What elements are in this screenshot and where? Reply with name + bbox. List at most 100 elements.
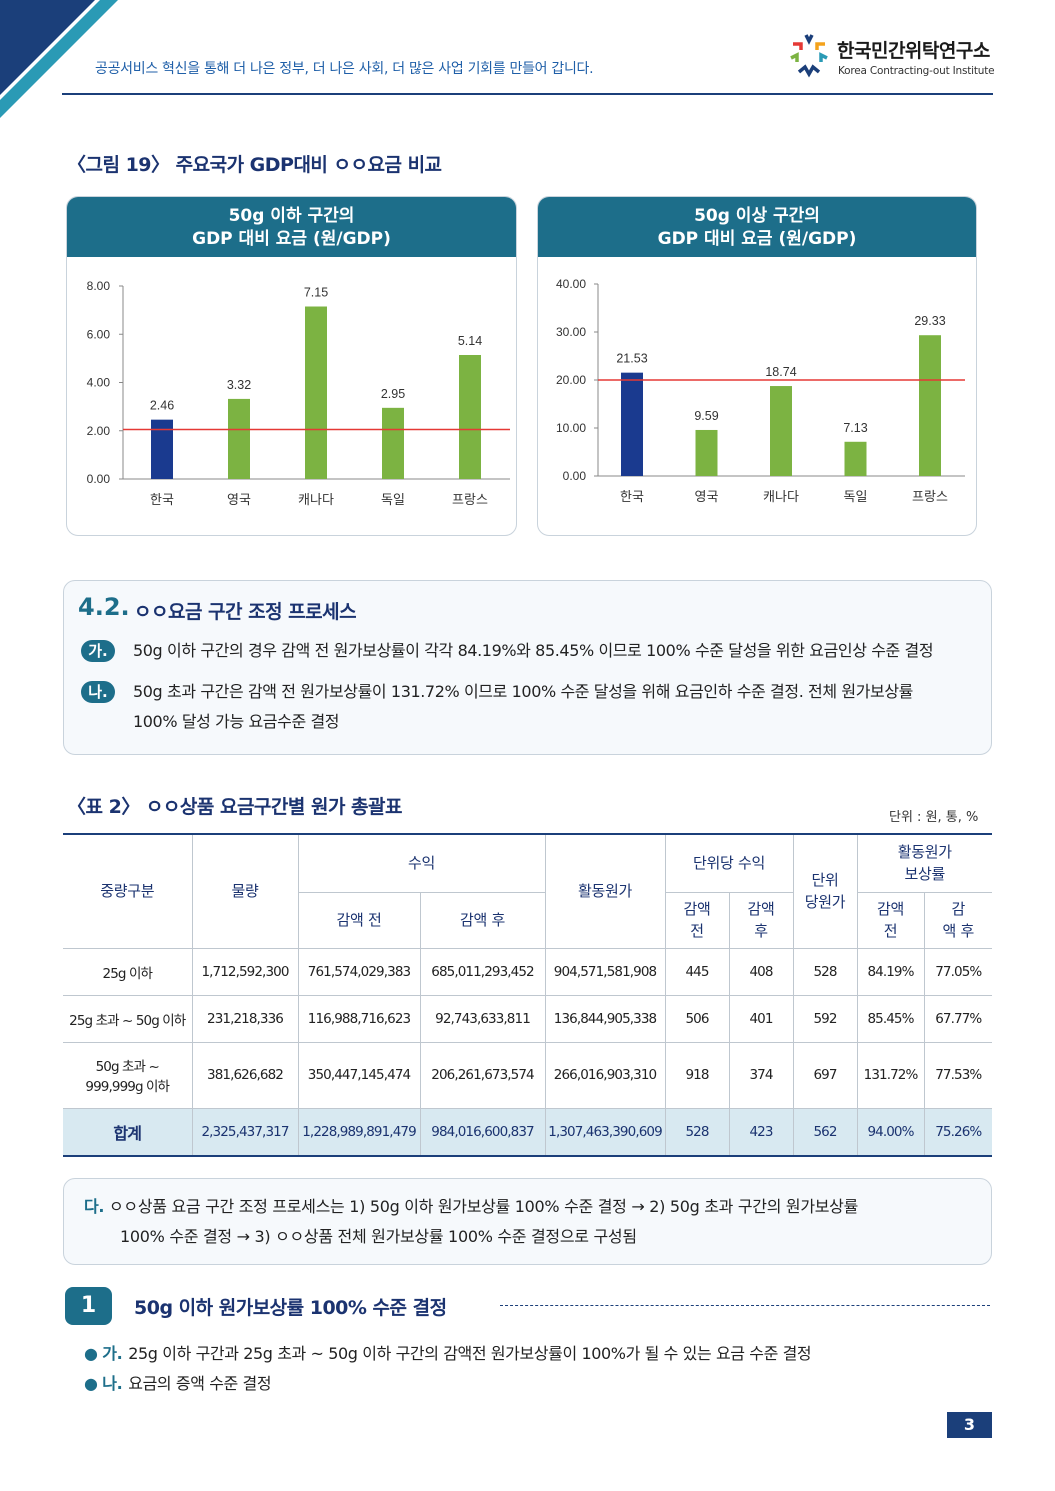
table-unit: 단위 : 원, 통, % <box>889 810 979 825</box>
cell-ur-after: 401 <box>728 994 794 1043</box>
y-tick-label: 40.00 <box>556 277 586 291</box>
cell-rev-before: 761,574,029,383 <box>297 947 421 996</box>
data-label: 3.32 <box>227 378 251 392</box>
bullet-mark: 나. <box>102 1374 123 1393</box>
cell-rev-after: 92,743,633,811 <box>419 994 546 1043</box>
y-tick-label: 30.00 <box>556 325 586 339</box>
cell-ur-before: 445 <box>664 947 730 996</box>
cell-volume: 231,218,336 <box>191 994 299 1043</box>
cell-volume: 1,712,592,300 <box>191 947 299 996</box>
total-ur-after: 423 <box>728 1107 794 1157</box>
bar <box>459 354 481 479</box>
chart-header: 50g 이상 구간의 GDP 대비 요금 (원/GDP) <box>538 197 976 257</box>
chart-title-line2: GDP 대비 요금 (원/GDP) <box>192 229 391 249</box>
chart-header: 50g 이하 구간의 GDP 대비 요금 (원/GDP) <box>67 197 516 257</box>
data-label: 5.14 <box>458 334 482 348</box>
header-rev-before: 감액 전 <box>297 891 421 949</box>
chart-title-line1: 50g 이하 구간의 <box>228 206 355 226</box>
header-ur-before-line1: 감액 <box>683 900 711 918</box>
header-ra-before-line1: 감액 <box>877 900 905 918</box>
bar <box>695 429 718 476</box>
bullet-text: 25g 이하 구간과 25g 초과 ~ 50g 이하 구간의 감액전 원가보상률… <box>128 1344 812 1363</box>
header-revenue: 수익 <box>297 833 546 893</box>
x-tick-label: 프랑스 <box>452 493 488 508</box>
header-unit-cost-line1: 단위 <box>811 871 839 890</box>
cell-ra-before: 131.72% <box>856 1041 925 1109</box>
note-lead: 다. <box>84 1197 105 1216</box>
note-text: 다. ㅇㅇ상품 요금 구간 조정 프로세스는 1) 50g 이하 원가보상률 1… <box>84 1192 974 1252</box>
x-tick-label: 영국 <box>227 493 251 508</box>
logo-name: 한국민간위탁연구소 <box>837 40 990 62</box>
header-cost-recovery: 활동원가 보상률 <box>856 833 993 893</box>
section1-dashed-rule <box>500 1305 990 1306</box>
total-rev-after: 984,016,600,837 <box>419 1107 546 1157</box>
item-text-na-line1: 50g 초과 구간은 감액 전 원가보상률이 131.72% 이므로 100% … <box>133 682 913 701</box>
x-tick-label: 캐나다 <box>763 490 799 505</box>
note-line2: 100% 수준 결정 → 3) ㅇㅇ상품 전체 원가보상률 100% 수준 결정… <box>120 1227 637 1246</box>
header-ur-after-line2: 후 <box>754 922 768 940</box>
cell-rev-after: 206,261,673,574 <box>419 1041 546 1109</box>
header-unit-revenue: 단위당 수익 <box>664 833 794 893</box>
cell-ur-after: 408 <box>728 947 794 996</box>
bullet-mark: 가. <box>102 1344 123 1363</box>
header-ra-before-line2: 전 <box>883 922 898 940</box>
cell-ra-after: 67.77% <box>923 994 993 1043</box>
cell-ra-before: 84.19% <box>856 947 925 996</box>
y-tick-label: 2.00 <box>87 424 111 438</box>
total-cost: 1,307,463,390,609 <box>544 1107 666 1157</box>
table-row: 25g 이하 1,712,592,300 761,574,029,383 685… <box>63 947 993 996</box>
y-tick-label: 6.00 <box>87 327 111 341</box>
y-tick-label: 8.00 <box>87 279 111 293</box>
row-label: 50g 초과 ~ 999,999g 이하 <box>63 1041 193 1109</box>
data-label: 7.15 <box>304 286 328 300</box>
row-label: 25g 초과 ~ 50g 이하 <box>63 994 193 1043</box>
page-number: 3 <box>947 1412 992 1438</box>
cell-ra-after: 77.53% <box>923 1041 993 1109</box>
bar <box>382 407 404 479</box>
table-row: 50g 초과 ~ 999,999g 이하 381,626,682 350,447… <box>63 1041 993 1109</box>
x-tick-label: 독일 <box>381 493 405 508</box>
header-ra-after: 감 액 후 <box>923 891 993 949</box>
section-title: ㅇㅇ요금 구간 조정 프로세스 <box>134 601 357 623</box>
header-divider <box>62 93 993 95</box>
cost-summary-table: 중량구분 물량 수익 활동원가 단위당 수익 단위 당원가 활동원가 보상률 감… <box>63 833 993 1157</box>
header-tagline: 공공서비스 혁신을 통해 더 나은 정부, 더 나은 사회, 더 많은 사업 기… <box>95 61 594 77</box>
header-ur-after-line1: 감액 <box>747 900 775 918</box>
item-badge-ga: 가. <box>81 640 115 662</box>
logo-mark-icon <box>790 34 828 78</box>
bar <box>844 441 867 476</box>
cell-cost: 266,016,903,310 <box>544 1041 666 1109</box>
cell-rev-after: 685,011,293,452 <box>419 947 546 996</box>
bullet-item: ● 가. 25g 이하 구간과 25g 초과 ~ 50g 이하 구간의 감액전 원… <box>84 1340 812 1364</box>
institute-logo: 한국민간위탁연구소 Korea Contracting-out Institut… <box>785 32 1000 82</box>
bullet-item: ● 나. 요금의 증액 수준 결정 <box>84 1370 272 1394</box>
row-label-line2: 999,999g 이하 <box>85 1079 170 1095</box>
cell-unit-cost: 592 <box>792 994 858 1043</box>
section1-title: 50g 이하 원가보상률 100% 수준 결정 <box>134 1297 447 1319</box>
y-tick-label: 20.00 <box>556 373 586 387</box>
chart-under-50g: 50g 이하 구간의 GDP 대비 요금 (원/GDP) 0.00 2.00 4.0… <box>66 196 517 536</box>
section1-number: 1 <box>65 1287 112 1325</box>
total-unit-cost: 562 <box>792 1107 858 1157</box>
cell-volume: 381,626,682 <box>191 1041 299 1109</box>
total-label: 합계 <box>63 1107 193 1157</box>
data-label: 18.74 <box>765 365 796 379</box>
row-label-line1: 50g 초과 ~ <box>95 1059 160 1075</box>
chart-over-50g: 50g 이상 구간의 GDP 대비 요금 (원/GDP) 0.00 10.00 20… <box>537 196 977 536</box>
header-weight: 중량구분 <box>63 833 193 949</box>
logo-subtitle: Korea Contracting-out Institute <box>838 65 995 77</box>
header-ur-after: 감액 후 <box>728 891 794 949</box>
bar-chart-under-50g: 0.00 2.00 4.00 6.00 8.00 2.46 한국 3.32 영국 7.15 캐나다 2… <box>87 279 510 508</box>
y-tick-label: 0.00 <box>563 469 587 483</box>
total-ur-before: 528 <box>664 1107 730 1157</box>
corner-decoration <box>0 0 118 118</box>
bullet-dot-icon: ● <box>84 1374 98 1393</box>
item-text-ga: 50g 이하 구간의 경우 감액 전 원가보상률이 각각 84.19%와 85.… <box>133 641 934 660</box>
chart-title-line2: GDP 대비 요금 (원/GDP) <box>657 229 857 249</box>
x-tick-label: 캐나다 <box>298 493 334 508</box>
item-text-na-line2: 100% 달성 가능 요금수준 결정 <box>133 712 340 731</box>
header-ratio-line2: 보상률 <box>904 865 946 884</box>
total-volume: 2,325,437,317 <box>191 1107 299 1157</box>
data-label: 21.53 <box>616 352 647 366</box>
data-label: 2.95 <box>381 387 405 401</box>
